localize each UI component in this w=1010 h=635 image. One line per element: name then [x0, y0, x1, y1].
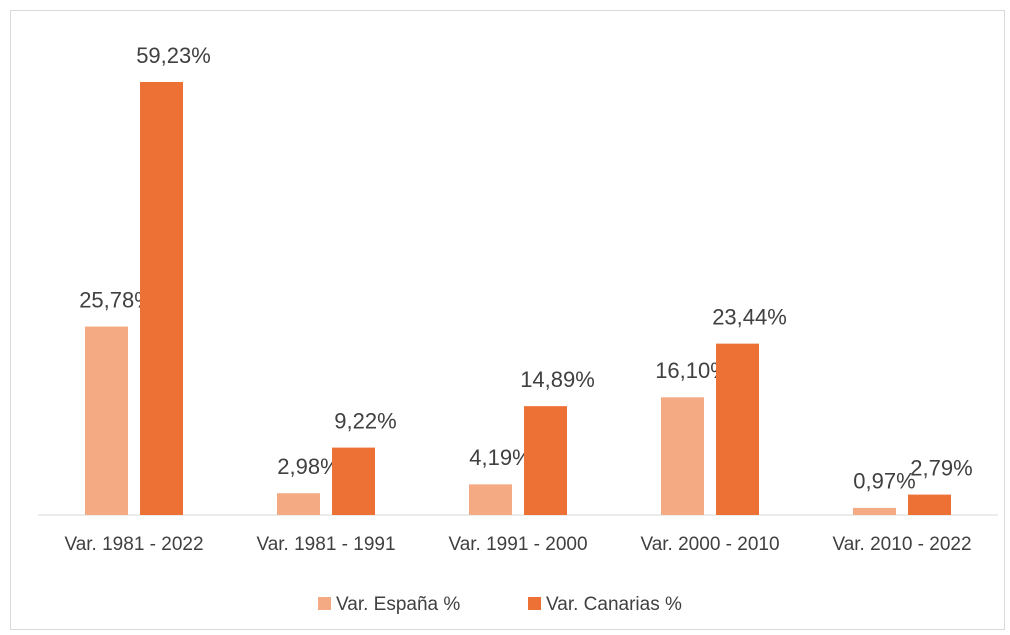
value-label: 9,22%	[334, 408, 396, 433]
value-label: 59,23%	[136, 43, 211, 68]
x-tick-label: Var. 1991 - 2000	[448, 534, 587, 555]
bar	[908, 494, 951, 515]
bar	[524, 406, 567, 515]
x-tick-label: Var. 2000 - 2010	[640, 534, 779, 555]
value-label: 0,97%	[853, 469, 915, 494]
bar	[332, 447, 375, 515]
value-label: 4,19%	[469, 445, 531, 470]
legend-swatch	[528, 597, 541, 610]
bar	[277, 493, 320, 515]
bar	[140, 82, 183, 515]
value-label: 23,44%	[712, 304, 787, 329]
bar	[469, 484, 512, 515]
value-label: 2,98%	[277, 454, 339, 479]
x-tick-label: Var. 1981 - 1991	[256, 534, 395, 555]
bar	[853, 507, 896, 515]
bar	[85, 326, 128, 515]
bar	[716, 343, 759, 515]
value-label: 14,89%	[520, 367, 595, 392]
x-tick-label: Var. 2010 - 2022	[832, 534, 971, 555]
legend-swatch	[318, 597, 331, 610]
x-tick-label: Var. 1981 - 2022	[64, 534, 203, 555]
value-label: 2,79%	[910, 455, 972, 480]
legend-label: Var. Canarias %	[546, 594, 682, 615]
bar	[661, 397, 704, 515]
legend-label: Var. España %	[336, 594, 460, 615]
